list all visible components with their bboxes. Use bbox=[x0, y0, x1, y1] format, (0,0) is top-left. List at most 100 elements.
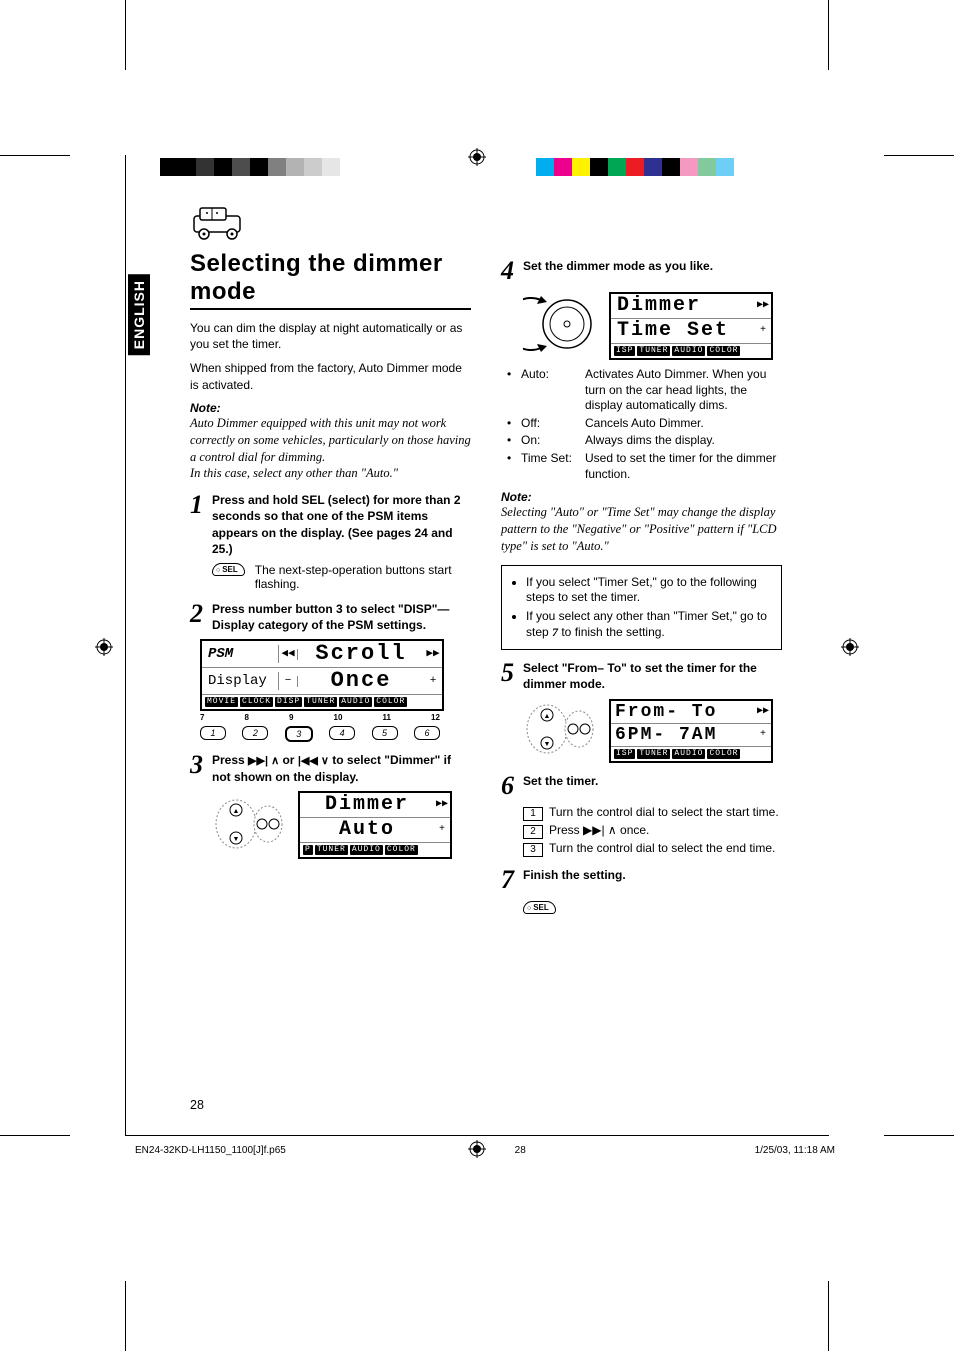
substep-text: Turn the control dial to select the end … bbox=[549, 841, 782, 857]
lcd-tab: AUDIO bbox=[350, 845, 383, 855]
bullet: • bbox=[507, 451, 521, 482]
step-1: 1 Press and hold SEL (select) for more t… bbox=[190, 492, 471, 557]
svg-text:▼: ▼ bbox=[544, 741, 551, 748]
sel-button-icon: SEL bbox=[212, 563, 245, 576]
lcd-tab-row: PTUNERAUDIOCOLOR bbox=[300, 843, 450, 857]
substep-text: Press ▶▶| ∧ once. bbox=[549, 823, 782, 839]
language-tab: ENGLISH bbox=[128, 274, 150, 355]
lcd-tab: COLOR bbox=[707, 346, 740, 356]
lcd-cell: Once bbox=[298, 668, 424, 694]
crop-mark bbox=[125, 1281, 126, 1351]
button-number-label: 12 bbox=[431, 713, 440, 722]
color-swatch bbox=[304, 158, 322, 176]
color-swatch bbox=[196, 158, 214, 176]
number-button: 2 bbox=[242, 726, 268, 740]
color-bar-left bbox=[160, 158, 358, 176]
color-swatch bbox=[644, 158, 662, 176]
footer: EN24-32KD-LH1150_1100[J]f.p65 28 1/25/03… bbox=[135, 1145, 835, 1156]
boxed-note: If you select "Timer Set," go to the fol… bbox=[501, 565, 782, 650]
lcd-tab: TUNER bbox=[315, 845, 348, 855]
note-line: In this case, select any other than "Aut… bbox=[190, 466, 398, 480]
lcd-cell: From- To bbox=[611, 701, 755, 723]
sel-button-icon: SEL bbox=[523, 901, 556, 914]
plus-icon: + bbox=[755, 730, 771, 740]
crop-mark bbox=[125, 0, 126, 70]
footer-filename: EN24-32KD-LH1150_1100[J]f.p65 bbox=[135, 1145, 286, 1156]
color-swatch bbox=[536, 158, 554, 176]
content-area: Selecting the dimmer mode You can dim th… bbox=[190, 250, 782, 920]
color-swatch bbox=[286, 158, 304, 176]
color-swatch bbox=[572, 158, 590, 176]
minus-icon: − bbox=[279, 676, 298, 687]
lcd-tab: AUDIO bbox=[339, 697, 372, 707]
step-1-subtext: The next-step-operation buttons start fl… bbox=[255, 563, 471, 591]
note-label: Note: bbox=[190, 401, 471, 415]
plus-icon: + bbox=[755, 326, 771, 336]
option-desc: Activates Auto Dimmer. When you turn on … bbox=[585, 367, 782, 414]
number-button: 6 bbox=[414, 726, 440, 740]
next-icon: ▶▶ bbox=[424, 649, 442, 660]
substep-list: 1Turn the control dial to select the sta… bbox=[523, 805, 782, 857]
step-number: 5 bbox=[501, 660, 523, 692]
color-swatch bbox=[626, 158, 644, 176]
lcd-display: From- To▶▶ 6PM- 7AM+ ISPTUNERAUDIOCOLOR bbox=[609, 699, 773, 763]
button-number-row: 789101112 bbox=[200, 713, 440, 722]
option-row: •On:Always dims the display. bbox=[507, 433, 782, 449]
control-panel-icon: ▲▼ bbox=[523, 702, 601, 759]
option-desc: Always dims the display. bbox=[585, 433, 782, 449]
page: ENGLISH Selecting the dimmer mode You ca… bbox=[0, 0, 954, 1351]
boxed-item: If you select "Timer Set," go to the fol… bbox=[526, 575, 773, 606]
color-swatch bbox=[716, 158, 734, 176]
step-number: 2 bbox=[190, 601, 212, 633]
lcd-cell: Time Set bbox=[611, 319, 755, 343]
substep-number: 3 bbox=[523, 843, 543, 857]
option-row: •Time Set:Used to set the timer for the … bbox=[507, 451, 782, 482]
step-6: 6 Set the timer. bbox=[501, 773, 782, 799]
step-1-figure: SEL The next-step-operation buttons star… bbox=[212, 563, 471, 591]
step-4-figure: Dimmer▶▶ Time Set+ ISPTUNERAUDIOCOLOR bbox=[523, 290, 782, 361]
boxed-item: If you select any other than "Timer Set,… bbox=[526, 609, 773, 640]
color-swatch bbox=[160, 158, 178, 176]
color-swatch bbox=[662, 158, 680, 176]
lcd-cell: PSM bbox=[202, 645, 279, 663]
lcd-cell: Dimmer bbox=[611, 294, 755, 318]
plus-icon: + bbox=[434, 825, 450, 835]
button-number-label: 7 bbox=[200, 713, 204, 722]
intro-text: You can dim the display at night automat… bbox=[190, 320, 471, 352]
option-label: Time Set: bbox=[521, 451, 585, 482]
crop-mark bbox=[884, 155, 954, 156]
number-button: 5 bbox=[372, 726, 398, 740]
step-text: Press number button 3 to select "DISP"—D… bbox=[212, 601, 471, 633]
car-icon bbox=[190, 202, 252, 245]
color-bar-right bbox=[536, 158, 734, 176]
option-label: On: bbox=[521, 433, 585, 449]
lcd-tab-row: ISPTUNERAUDIOCOLOR bbox=[611, 747, 771, 761]
lcd-tab: MOVIE bbox=[205, 697, 238, 707]
intro-text: When shipped from the factory, Auto Dimm… bbox=[190, 360, 471, 392]
lcd-tab: TUNER bbox=[637, 346, 670, 356]
step-text: Press ▶▶| ∧ or |◀◀ ∨ to select "Dimmer" … bbox=[212, 752, 471, 785]
note-body: Selecting "Auto" or "Time Set" may chang… bbox=[501, 504, 782, 555]
step-7-figure: SEL bbox=[523, 899, 782, 914]
option-row: •Off:Cancels Auto Dimmer. bbox=[507, 416, 782, 432]
text: or bbox=[279, 753, 298, 767]
lcd-cell: Scroll bbox=[298, 641, 424, 667]
lcd-tab: AUDIO bbox=[672, 346, 705, 356]
registration-mark-icon bbox=[841, 638, 859, 656]
substep-text: Turn the control dial to select the star… bbox=[549, 805, 782, 821]
left-column: Selecting the dimmer mode You can dim th… bbox=[190, 250, 471, 920]
step-5-figure: ▲▼ From- To▶▶ 6PM- 7AM+ ISPTUNERAUDIOCOL… bbox=[523, 699, 782, 763]
next-icon: ▶▶ bbox=[434, 800, 450, 810]
color-swatch bbox=[554, 158, 572, 176]
registration-mark-icon bbox=[95, 638, 113, 656]
number-button-row: 123456 bbox=[200, 726, 440, 742]
step-number: 1 bbox=[190, 492, 212, 557]
note-label: Note: bbox=[501, 490, 782, 504]
frame-line bbox=[125, 1135, 829, 1136]
lcd-tab: COLOR bbox=[385, 845, 418, 855]
step-text: Finish the setting. bbox=[523, 867, 626, 893]
color-swatch bbox=[232, 158, 250, 176]
color-swatch bbox=[214, 158, 232, 176]
prev-icon: ◀◀ bbox=[279, 649, 298, 660]
lcd-display: Dimmer▶▶ Auto+ PTUNERAUDIOCOLOR bbox=[298, 791, 452, 859]
